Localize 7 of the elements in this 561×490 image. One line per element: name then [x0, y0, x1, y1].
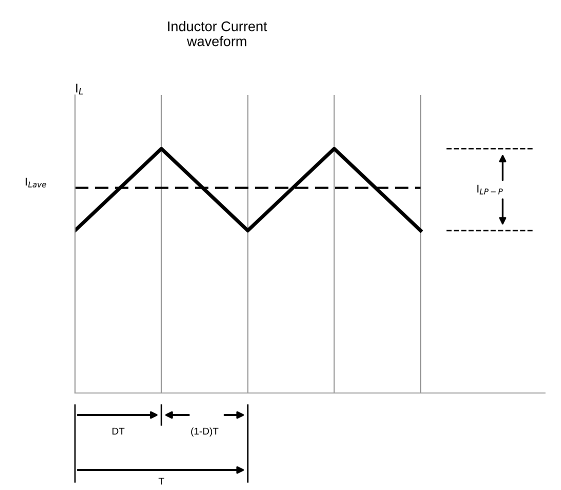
text: T — [158, 478, 164, 485]
y-axis-title: I$_{L}$ — [76, 84, 83, 94]
ref-line-label: I$_{Lave}$ — [26, 178, 46, 188]
text: DT — [112, 428, 124, 435]
text: (1-D)T — [191, 427, 218, 437]
text: I$_{LP−P}$ — [477, 184, 503, 194]
chart-title: Inductor Current waveform — [168, 21, 268, 46]
